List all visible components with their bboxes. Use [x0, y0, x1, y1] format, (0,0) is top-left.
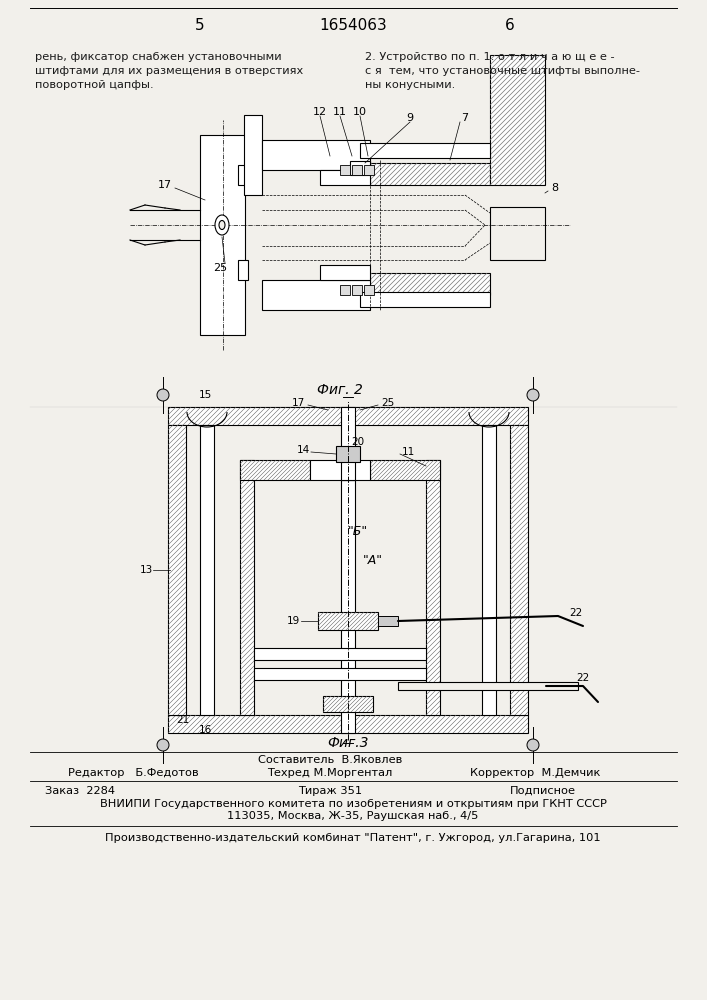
- Text: Фиг.3: Фиг.3: [327, 736, 369, 750]
- Bar: [370, 273, 490, 295]
- Bar: [340, 165, 350, 175]
- Bar: [240, 460, 254, 715]
- Text: Фиг. 2: Фиг. 2: [317, 383, 363, 397]
- Text: 10: 10: [353, 107, 367, 117]
- Bar: [350, 161, 370, 175]
- Text: 15: 15: [199, 390, 211, 400]
- Bar: [352, 165, 362, 175]
- Bar: [168, 407, 528, 425]
- Bar: [323, 696, 373, 712]
- Text: 2. Устройство по п. 1. о т л и ч а ю щ е е -: 2. Устройство по п. 1. о т л и ч а ю щ е…: [365, 52, 614, 62]
- Text: Подписное: Подписное: [510, 786, 576, 796]
- Bar: [262, 280, 370, 310]
- Text: 25: 25: [213, 263, 227, 273]
- Bar: [240, 460, 310, 480]
- Text: Заказ  2284: Заказ 2284: [45, 786, 115, 796]
- Text: поворотной цапфы.: поворотной цапфы.: [35, 80, 153, 90]
- Bar: [200, 425, 214, 715]
- Text: 6: 6: [505, 18, 515, 33]
- Text: 7: 7: [462, 113, 469, 123]
- Bar: [360, 292, 490, 307]
- Text: Производственно-издательский комбинат "Патент", г. Ужгород, ул.Гагарина, 101: Производственно-издательский комбинат "П…: [105, 833, 601, 843]
- Bar: [370, 460, 440, 480]
- Text: Составитель  В.Яковлев: Составитель В.Яковлев: [258, 755, 402, 765]
- Text: с я  тем, что установочные штифты выполне-: с я тем, что установочные штифты выполне…: [365, 66, 640, 76]
- Text: 8: 8: [551, 183, 559, 193]
- Bar: [364, 285, 374, 295]
- Ellipse shape: [215, 215, 229, 235]
- Text: 113035, Москва, Ж-35, Раушская наб., 4/5: 113035, Москва, Ж-35, Раушская наб., 4/5: [228, 811, 479, 821]
- Text: 17: 17: [158, 180, 172, 190]
- Text: 11: 11: [402, 447, 414, 457]
- Bar: [340, 285, 350, 295]
- Bar: [254, 668, 426, 680]
- Bar: [364, 165, 374, 175]
- Bar: [398, 682, 578, 690]
- Circle shape: [157, 739, 169, 751]
- Text: ны конусными.: ны конусными.: [365, 80, 455, 90]
- Bar: [310, 460, 370, 480]
- Bar: [370, 163, 490, 185]
- Text: 11: 11: [333, 107, 347, 117]
- Text: 22: 22: [569, 608, 583, 618]
- Bar: [341, 480, 355, 733]
- Bar: [350, 161, 370, 175]
- Text: Редактор   Б.Федотов: Редактор Б.Федотов: [68, 768, 199, 778]
- Text: 25: 25: [381, 398, 395, 408]
- Text: Техред М.Моргентал: Техред М.Моргентал: [267, 768, 392, 778]
- Text: 12: 12: [313, 107, 327, 117]
- Text: 20: 20: [351, 437, 365, 447]
- Bar: [168, 425, 186, 715]
- Circle shape: [527, 739, 539, 751]
- Bar: [360, 143, 490, 158]
- Text: "А": "А": [363, 554, 383, 566]
- Bar: [426, 460, 440, 715]
- Text: рень, фиксатор снабжен установочными: рень, фиксатор снабжен установочными: [35, 52, 281, 62]
- Bar: [254, 648, 426, 660]
- Text: Корректор  М.Демчик: Корректор М.Демчик: [470, 768, 600, 778]
- Text: ВНИИПИ Государственного комитета по изобретениям и открытиям при ГКНТ СССР: ВНИИПИ Государственного комитета по изоб…: [100, 799, 607, 809]
- Text: 14: 14: [296, 445, 310, 455]
- Bar: [336, 446, 360, 462]
- Bar: [238, 165, 248, 185]
- Circle shape: [157, 389, 169, 401]
- Bar: [318, 612, 378, 630]
- Bar: [482, 425, 496, 715]
- Text: 17: 17: [291, 398, 305, 408]
- Circle shape: [527, 389, 539, 401]
- Ellipse shape: [219, 221, 225, 230]
- Bar: [378, 616, 398, 626]
- Text: 5: 5: [195, 18, 205, 33]
- Text: 9: 9: [407, 113, 414, 123]
- Bar: [490, 207, 545, 260]
- Text: 22: 22: [576, 673, 590, 683]
- Text: 16: 16: [199, 725, 211, 735]
- Bar: [168, 715, 528, 733]
- Text: 21: 21: [176, 715, 189, 725]
- Bar: [238, 260, 248, 280]
- Bar: [352, 285, 362, 295]
- Text: Тираж 351: Тираж 351: [298, 786, 362, 796]
- Bar: [244, 115, 262, 195]
- Bar: [341, 407, 355, 480]
- Bar: [510, 425, 528, 715]
- Bar: [262, 140, 370, 170]
- Text: штифтами для их размещения в отверстиях: штифтами для их размещения в отверстиях: [35, 66, 303, 76]
- Text: 13: 13: [139, 565, 153, 575]
- Text: "Б": "Б": [348, 525, 368, 538]
- Text: 1654063: 1654063: [319, 18, 387, 33]
- Bar: [320, 265, 370, 280]
- Bar: [200, 135, 245, 335]
- Bar: [490, 55, 545, 185]
- Bar: [320, 170, 370, 185]
- Text: 19: 19: [286, 616, 300, 626]
